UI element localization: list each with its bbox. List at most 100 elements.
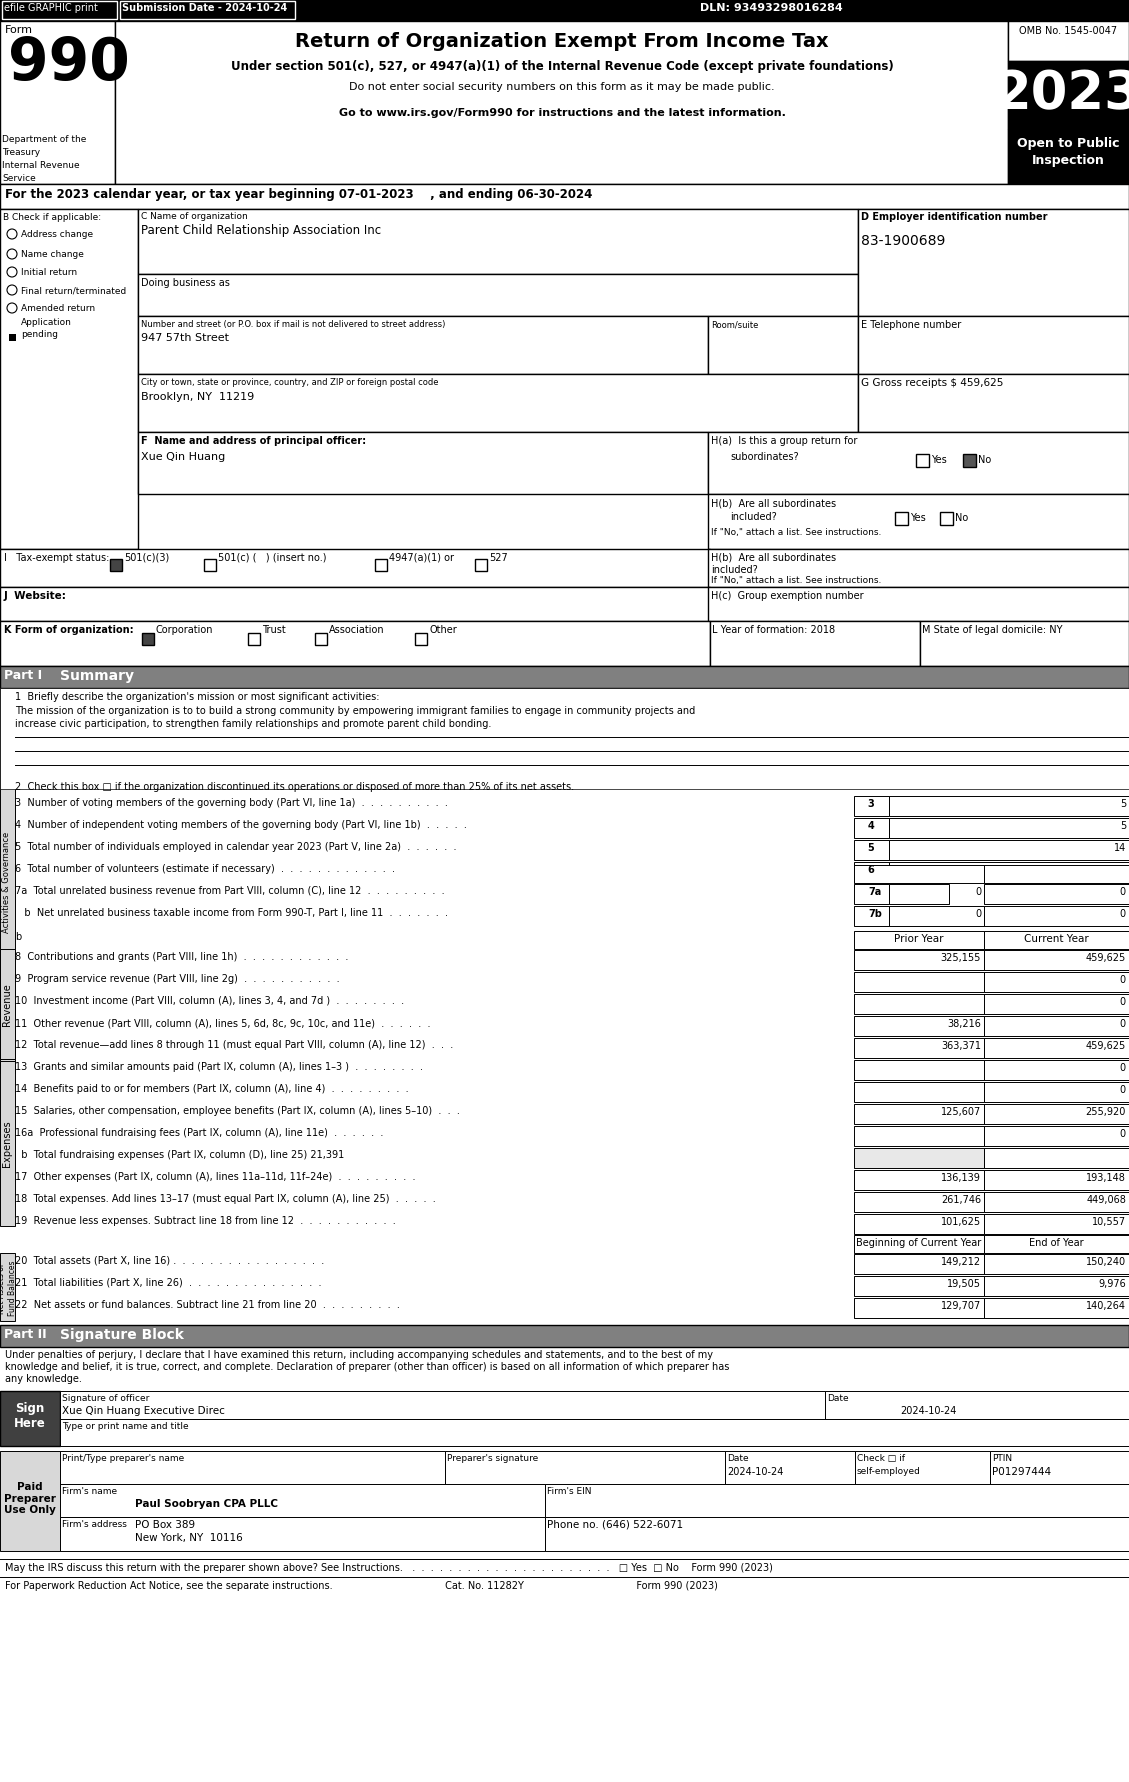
Bar (984, 1299, 1129, 1319)
Text: 17  Other expenses (Part IX, column (A), lines 11a–11d, 11f–24e)  .  .  .  .  . : 17 Other expenses (Part IX, column (A), … (15, 1171, 415, 1181)
Text: 14: 14 (1113, 843, 1126, 852)
Bar (984, 1235, 1129, 1253)
Text: 2023: 2023 (995, 68, 1129, 119)
Bar (854, 932, 984, 950)
Text: 2024-10-24: 2024-10-24 (727, 1467, 784, 1475)
Text: 947 57th Street: 947 57th Street (141, 333, 229, 342)
Text: Address change: Address change (21, 230, 93, 239)
Bar (204, 560, 216, 572)
Text: Number and street (or P.O. box if mail is not delivered to street address): Number and street (or P.O. box if mail i… (141, 319, 445, 330)
Bar (854, 950, 984, 971)
Text: 101,625: 101,625 (940, 1217, 981, 1226)
Text: 0: 0 (974, 909, 981, 918)
Bar (854, 866, 984, 884)
Text: H(a)  Is this a group return for: H(a) Is this a group return for (711, 437, 857, 446)
Bar (475, 560, 487, 572)
Text: P01297444: P01297444 (992, 1467, 1051, 1475)
Bar (415, 634, 427, 645)
Bar (248, 634, 260, 645)
Text: 0: 0 (1120, 886, 1126, 896)
Bar (708, 549, 1129, 588)
Bar (854, 1235, 984, 1253)
Text: 0: 0 (974, 886, 981, 896)
Text: For the 2023 calendar year, or tax year beginning 07-01-2023    , and ending 06-: For the 2023 calendar year, or tax year … (5, 187, 593, 201)
Text: 0: 0 (1120, 1128, 1126, 1139)
Text: PTIN: PTIN (992, 1452, 1012, 1463)
Text: subordinates?: subordinates? (730, 453, 798, 462)
Text: Beginning of Current Year: Beginning of Current Year (857, 1237, 981, 1247)
Bar (984, 1126, 1129, 1146)
Bar (854, 862, 889, 882)
Text: 4  Number of independent voting members of the governing body (Part VI, line 1b): 4 Number of independent voting members o… (15, 820, 467, 830)
Text: 18  Total expenses. Add lines 13–17 (must equal Part IX, column (A), line 25)  .: 18 Total expenses. Add lines 13–17 (must… (15, 1194, 436, 1203)
Bar (854, 1060, 984, 1080)
Bar (984, 1060, 1129, 1080)
Bar (0, 0, 1129, 21)
Text: Trust: Trust (262, 625, 286, 634)
Bar (1008, 21, 1129, 62)
Bar (0, 21, 115, 185)
Bar (138, 433, 708, 495)
Text: Internal Revenue: Internal Revenue (2, 160, 80, 169)
Bar (0, 622, 710, 666)
Bar (963, 454, 975, 467)
Text: 325,155: 325,155 (940, 952, 981, 962)
Text: Treasury: Treasury (2, 148, 41, 157)
Text: Final return/terminated: Final return/terminated (21, 285, 126, 294)
Bar (0, 1392, 60, 1447)
Text: The mission of the organization is to to build a strong community by empowering : The mission of the organization is to to… (15, 706, 695, 716)
Text: Signature Block: Signature Block (60, 1328, 184, 1342)
Bar (854, 1255, 984, 1274)
Text: Signature of officer: Signature of officer (62, 1394, 149, 1402)
Text: Sign
Here: Sign Here (15, 1401, 46, 1429)
Bar (60, 1451, 445, 1484)
Text: Corporation: Corporation (156, 625, 213, 634)
Text: 2024-10-24: 2024-10-24 (900, 1406, 956, 1415)
Text: 4947(a)(1) or: 4947(a)(1) or (390, 552, 454, 563)
Bar (138, 374, 858, 433)
Text: H(b)  Are all subordinates: H(b) Are all subordinates (711, 552, 837, 563)
Text: New York, NY  10116: New York, NY 10116 (135, 1533, 243, 1541)
Text: M State of legal domicile: NY: M State of legal domicile: NY (922, 625, 1062, 634)
Bar (984, 1276, 1129, 1296)
Text: included?: included? (730, 511, 777, 522)
Bar (889, 818, 1129, 839)
Text: Firm's EIN: Firm's EIN (546, 1486, 592, 1495)
Text: Do not enter social security numbers on this form as it may be made public.: Do not enter social security numbers on … (349, 82, 774, 93)
Text: Inspection: Inspection (1032, 153, 1104, 168)
Text: 0: 0 (1120, 1062, 1126, 1073)
Text: knowledge and belief, it is true, correct, and complete. Declaration of preparer: knowledge and belief, it is true, correc… (5, 1361, 729, 1370)
Bar (854, 1016, 984, 1037)
Text: 6  Total number of volunteers (estimate if necessary)  .  .  .  .  .  .  .  .  .: 6 Total number of volunteers (estimate i… (15, 864, 395, 873)
Bar (0, 1326, 1129, 1347)
Bar (984, 950, 1129, 971)
Text: Expenses: Expenses (2, 1121, 12, 1167)
Bar (984, 994, 1129, 1014)
Text: 7a  Total unrelated business revenue from Part VIII, column (C), line 12  .  .  : 7a Total unrelated business revenue from… (15, 886, 445, 896)
Text: 255,920: 255,920 (1086, 1107, 1126, 1116)
Bar (708, 495, 1129, 549)
Bar (725, 1451, 855, 1484)
Bar (984, 907, 1129, 927)
Text: Part II: Part II (5, 1328, 46, 1340)
Text: 9  Program service revenue (Part VIII, line 2g)  .  .  .  .  .  .  .  .  .  .  .: 9 Program service revenue (Part VIII, li… (15, 973, 340, 984)
Bar (138, 317, 708, 374)
Text: I   Tax-exempt status:: I Tax-exempt status: (5, 552, 110, 563)
Text: Prior Year: Prior Year (894, 934, 944, 943)
Bar (984, 1105, 1129, 1124)
Text: 22  Net assets or fund balances. Subtract line 21 from line 20  .  .  .  .  .  .: 22 Net assets or fund balances. Subtract… (15, 1299, 400, 1310)
Bar (825, 1392, 1129, 1418)
Bar (545, 1484, 1129, 1516)
Bar (854, 1105, 984, 1124)
Text: H(b)  Are all subordinates: H(b) Are all subordinates (711, 497, 837, 508)
Bar (858, 210, 1129, 317)
Bar (854, 1299, 984, 1319)
Text: Application: Application (21, 317, 72, 326)
Bar (545, 1516, 1129, 1550)
Bar (984, 1016, 1129, 1037)
Text: Net Assets or
Fund Balances: Net Assets or Fund Balances (0, 1260, 17, 1315)
Text: 140,264: 140,264 (1086, 1301, 1126, 1310)
Bar (0, 1253, 15, 1320)
Text: Phone no. (646) 522-6071: Phone no. (646) 522-6071 (546, 1518, 683, 1529)
Text: Other: Other (429, 625, 457, 634)
